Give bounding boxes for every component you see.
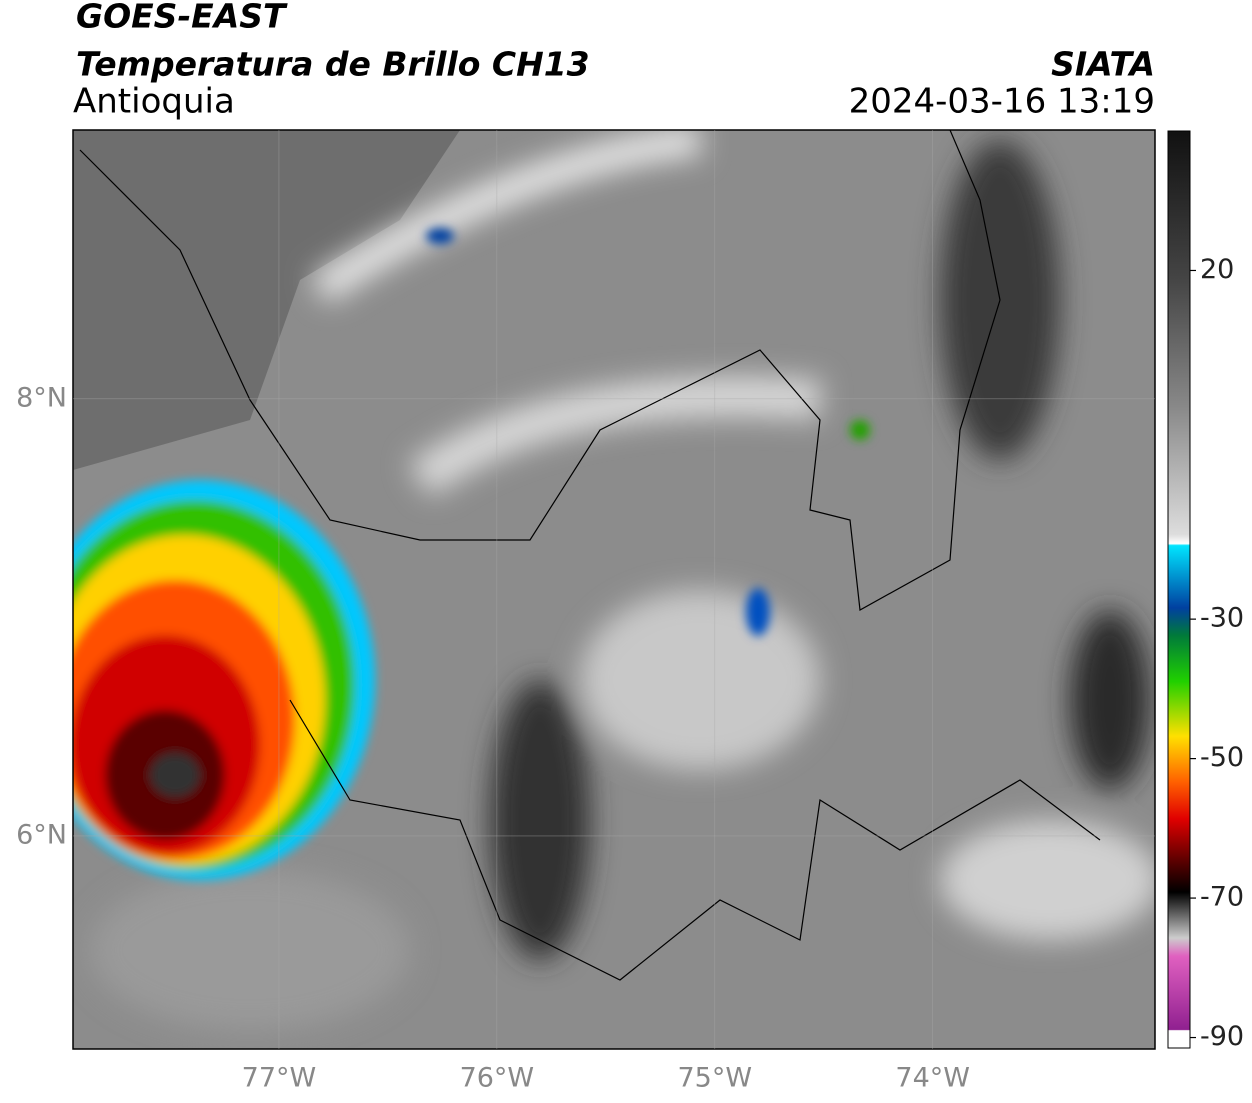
source: SIATA xyxy=(1051,45,1155,84)
region: Antioquia xyxy=(73,82,235,122)
colorbar xyxy=(1167,130,1191,1049)
colorbar-tick-label: -50 xyxy=(1200,742,1244,773)
title: GOES-EAST xyxy=(76,0,288,36)
y-tick-label: 6°N xyxy=(16,819,67,850)
x-tick-label: 74°W xyxy=(895,1063,970,1094)
colorbar-tick-label: -30 xyxy=(1200,603,1244,634)
timestamp: 2024-03-16 13:19 xyxy=(849,82,1155,122)
colorbar-tick-label: -90 xyxy=(1200,1021,1244,1052)
colorbar-tick-label: -70 xyxy=(1200,882,1244,913)
satellite-image xyxy=(73,130,1155,1049)
subtitle: Temperatura de Brillo CH13 xyxy=(76,45,590,84)
x-tick-label: 75°W xyxy=(678,1063,753,1094)
x-tick-label: 76°W xyxy=(460,1063,535,1094)
colorbar-tick-label: 20 xyxy=(1200,254,1234,285)
map-frame xyxy=(72,129,1156,1050)
y-tick-label: 8°N xyxy=(16,382,67,413)
x-tick-label: 77°W xyxy=(242,1063,317,1094)
